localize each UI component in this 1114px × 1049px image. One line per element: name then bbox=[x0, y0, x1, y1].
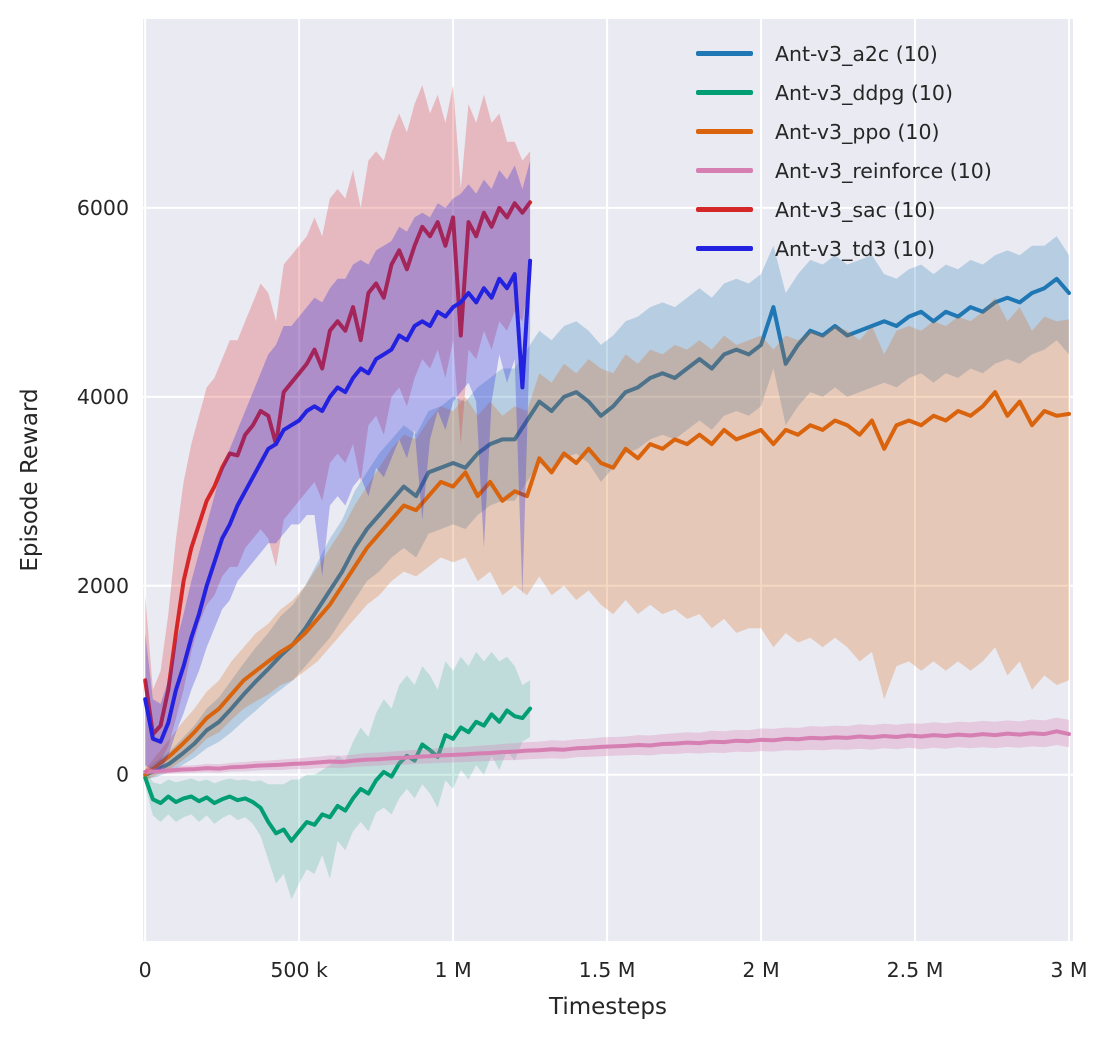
band-ant-v3-ddpg bbox=[145, 651, 531, 900]
legend-label-ant-v3-reinforce: Ant-v3_reinforce (10) bbox=[775, 158, 992, 183]
legend-line-swatch-ant-v3-a2c bbox=[696, 51, 753, 56]
legend-label-ant-v3-td3: Ant-v3_td3 (10) bbox=[775, 236, 936, 261]
line-ant-v3-ddpg bbox=[143, 706, 533, 843]
legend-item-ant-v3-ppo: Ant-v3_ppo (10) bbox=[696, 112, 992, 151]
legend-line-swatch-ant-v3-sac bbox=[696, 207, 753, 212]
legend-item-ant-v3-sac: Ant-v3_sac (10) bbox=[696, 190, 992, 229]
x-tick-label-0: 0 bbox=[139, 958, 152, 982]
legend-label-ant-v3-ddpg: Ant-v3_ddpg (10) bbox=[775, 80, 953, 105]
band-ant-v3-sac bbox=[145, 85, 531, 775]
legend-line-swatch-ant-v3-reinforce bbox=[696, 168, 753, 173]
line-ant-v3-td3 bbox=[143, 258, 533, 744]
x-axis-label: Timesteps bbox=[548, 994, 668, 1020]
legend-label-ant-v3-ppo: Ant-v3_ppo (10) bbox=[775, 119, 940, 144]
x-tick-label-500k: 500 k bbox=[270, 958, 328, 982]
legend-label-ant-v3-a2c: Ant-v3_a2c (10) bbox=[775, 41, 938, 66]
legend-line-swatch-ant-v3-ppo bbox=[696, 129, 753, 134]
x-tick-label-2M: 2 M bbox=[742, 958, 779, 982]
legend-item-ant-v3-td3: Ant-v3_td3 (10) bbox=[696, 229, 992, 268]
legend-item-ant-v3-a2c: Ant-v3_a2c (10) bbox=[696, 34, 992, 73]
tick-layer: 0 500 k 1 M 1.5 M 2 M 2.5 M 3 M 0 2000 4000 6000 bbox=[77, 196, 1088, 982]
line-ant-v3-ppo bbox=[143, 390, 1071, 777]
legend: Ant-v3_a2c (10) Ant-v3_ddpg (10) Ant-v3_pp… bbox=[696, 34, 992, 268]
y-tick-label-6000: 6000 bbox=[77, 196, 129, 220]
grid-layer bbox=[143, 19, 1073, 941]
y-tick-label-4000: 4000 bbox=[77, 385, 129, 409]
y-tick-label-0: 0 bbox=[116, 763, 129, 787]
y-tick-label-2000: 2000 bbox=[77, 574, 129, 598]
series-layer bbox=[143, 85, 1071, 900]
band-ant-v3-a2c bbox=[145, 236, 1069, 780]
x-tick-label-1M: 1 M bbox=[434, 958, 471, 982]
legend-item-ant-v3-ddpg: Ant-v3_ddpg (10) bbox=[696, 73, 992, 112]
band-ant-v3-ppo bbox=[145, 297, 1069, 781]
band-ant-v3-td3 bbox=[145, 160, 531, 770]
x-tick-label-2.5M: 2.5 M bbox=[887, 958, 944, 982]
x-tick-label-1.5M: 1.5 M bbox=[579, 958, 636, 982]
x-tick-label-3M: 3 M bbox=[1050, 958, 1087, 982]
y-axis-label: Episode Reward bbox=[17, 388, 43, 572]
line-ant-v3-reinforce bbox=[143, 729, 1071, 774]
legend-line-swatch-ant-v3-td3 bbox=[696, 246, 753, 251]
legend-item-ant-v3-reinforce: Ant-v3_reinforce (10) bbox=[696, 151, 992, 190]
line-ant-v3-sac bbox=[143, 200, 533, 737]
legend-label-ant-v3-sac: Ant-v3_sac (10) bbox=[775, 197, 936, 222]
legend-line-swatch-ant-v3-ddpg bbox=[696, 90, 753, 95]
